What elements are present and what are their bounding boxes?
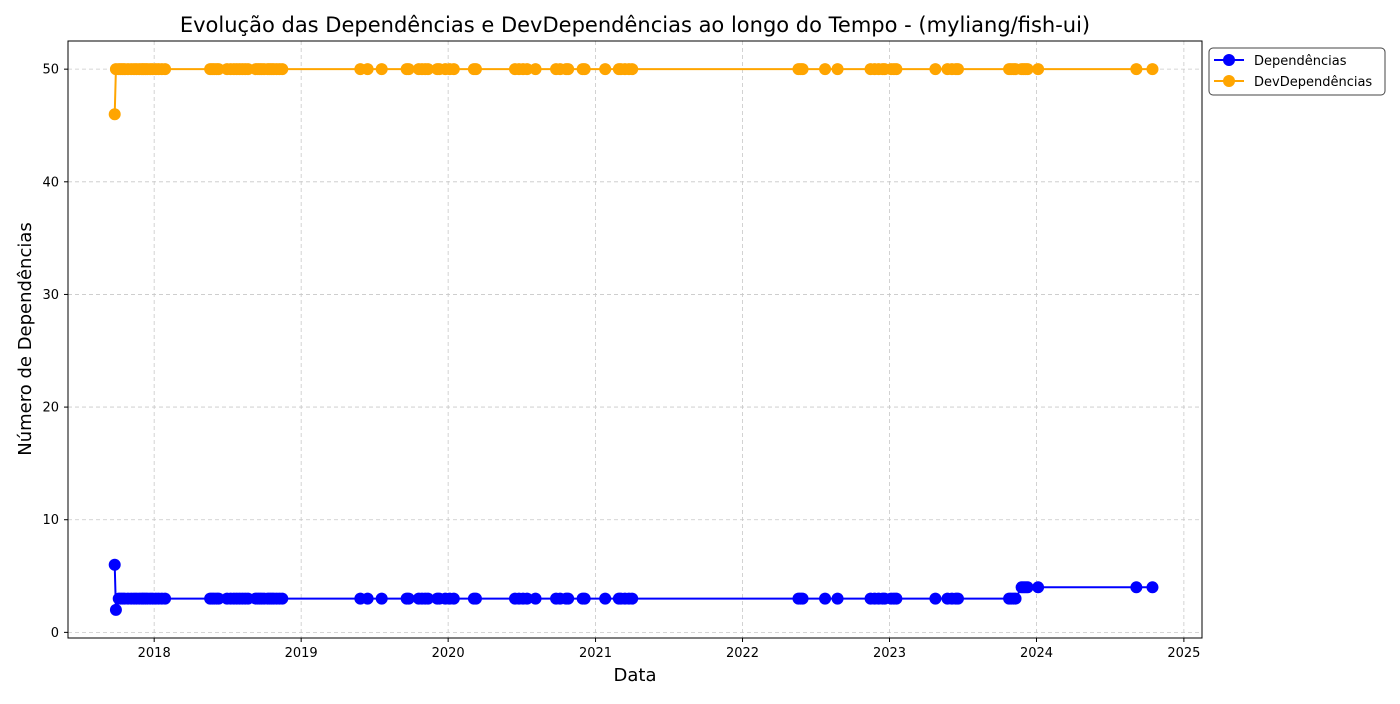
data-point-dependencias [1009,592,1022,605]
legend-marker-devdependencias [1223,75,1235,87]
data-point-devdependencias [578,63,591,76]
y-axis-label: Número de Dependências [15,222,36,456]
y-tick-label: 10 [42,513,59,528]
data-point-dependencias [578,592,591,605]
data-point-devdependencias [276,63,289,76]
data-point-dependencias [1021,581,1034,594]
y-tick-label: 40 [42,175,59,190]
data-point-dependencias [159,592,172,605]
data-point-devdependencias [819,63,832,76]
data-point-dependencias [447,592,460,605]
data-point-dependencias [529,592,542,605]
data-point-devdependencias [422,63,435,76]
x-tick-label: 2020 [432,646,465,661]
data-point-dependencias [212,592,225,605]
data-point-devdependencias [521,63,534,76]
data-point-devdependencias [626,63,639,76]
data-point-devdependencias [529,63,542,76]
data-point-dependencias [599,592,612,605]
data-point-dependencias [831,592,844,605]
data-point-dependencias [361,592,374,605]
y-tick-label: 50 [42,63,59,78]
data-point-dependencias [375,592,388,605]
y-tick-label: 20 [42,401,59,416]
data-point-devdependencias [951,63,964,76]
data-point-devdependencias [469,63,482,76]
data-point-devdependencias [929,63,942,76]
x-tick-label: 2022 [726,646,759,661]
x-tick-label: 2025 [1167,646,1200,661]
data-point-dependencias [108,558,121,571]
data-point-dependencias [1146,581,1159,594]
data-point-dependencias [796,592,809,605]
data-point-dependencias [521,592,534,605]
x-tick-label: 2018 [138,646,171,661]
legend-label-dependencias: Dependências [1254,54,1347,69]
data-point-devdependencias [890,63,903,76]
data-point-dependencias [951,592,964,605]
data-point-devdependencias [796,63,809,76]
x-axis: 2018 2019 2020 2021 2022 2023 2024 2025 [138,638,1200,661]
data-point-devdependencias [361,63,374,76]
y-axis: 0 10 20 30 40 50 [42,63,68,641]
data-point-dependencias [890,592,903,605]
data-point-devdependencias [108,108,121,121]
series-dependencias [108,558,1159,616]
legend-marker-dependencias [1223,54,1235,66]
y-tick-label: 30 [42,288,59,303]
series-devdependencias [108,63,1159,121]
series-line-devdependencias [113,68,1153,115]
data-point-dependencias [1032,581,1045,594]
series-layer [108,63,1159,616]
data-point-dependencias [276,592,289,605]
data-point-devdependencias [402,63,415,76]
legend-box [1208,47,1386,96]
data-point-dependencias [422,592,435,605]
x-axis-label: Data [614,665,657,686]
legend: Dependências DevDependências [1208,47,1386,96]
y-tick-label: 0 [51,626,59,641]
data-point-devdependencias [375,63,388,76]
data-point-devdependencias [1032,63,1045,76]
x-tick-label: 2024 [1020,646,1053,661]
data-point-devdependencias [1146,63,1159,76]
data-point-devdependencias [1021,63,1034,76]
x-tick-label: 2019 [285,646,318,661]
data-point-devdependencias [212,63,225,76]
data-point-devdependencias [831,63,844,76]
data-point-dependencias [402,592,415,605]
data-point-devdependencias [562,63,575,76]
chart-title: Evolução das Dependências e DevDependênc… [180,13,1090,37]
legend-label-devdependencias: DevDependências [1254,75,1372,90]
data-point-devdependencias [159,63,172,76]
data-point-dependencias [929,592,942,605]
plot-frame [67,40,1203,639]
x-tick-label: 2021 [579,646,612,661]
grid [68,41,1202,638]
data-point-dependencias [469,592,482,605]
data-point-devdependencias [1130,63,1143,76]
x-tick-label: 2023 [873,646,906,661]
data-point-dependencias [1130,581,1143,594]
data-point-dependencias [562,592,575,605]
data-point-devdependencias [599,63,612,76]
data-point-dependencias [819,592,832,605]
data-point-devdependencias [447,63,460,76]
data-point-dependencias [626,592,639,605]
data-point-dependencias [109,603,122,616]
